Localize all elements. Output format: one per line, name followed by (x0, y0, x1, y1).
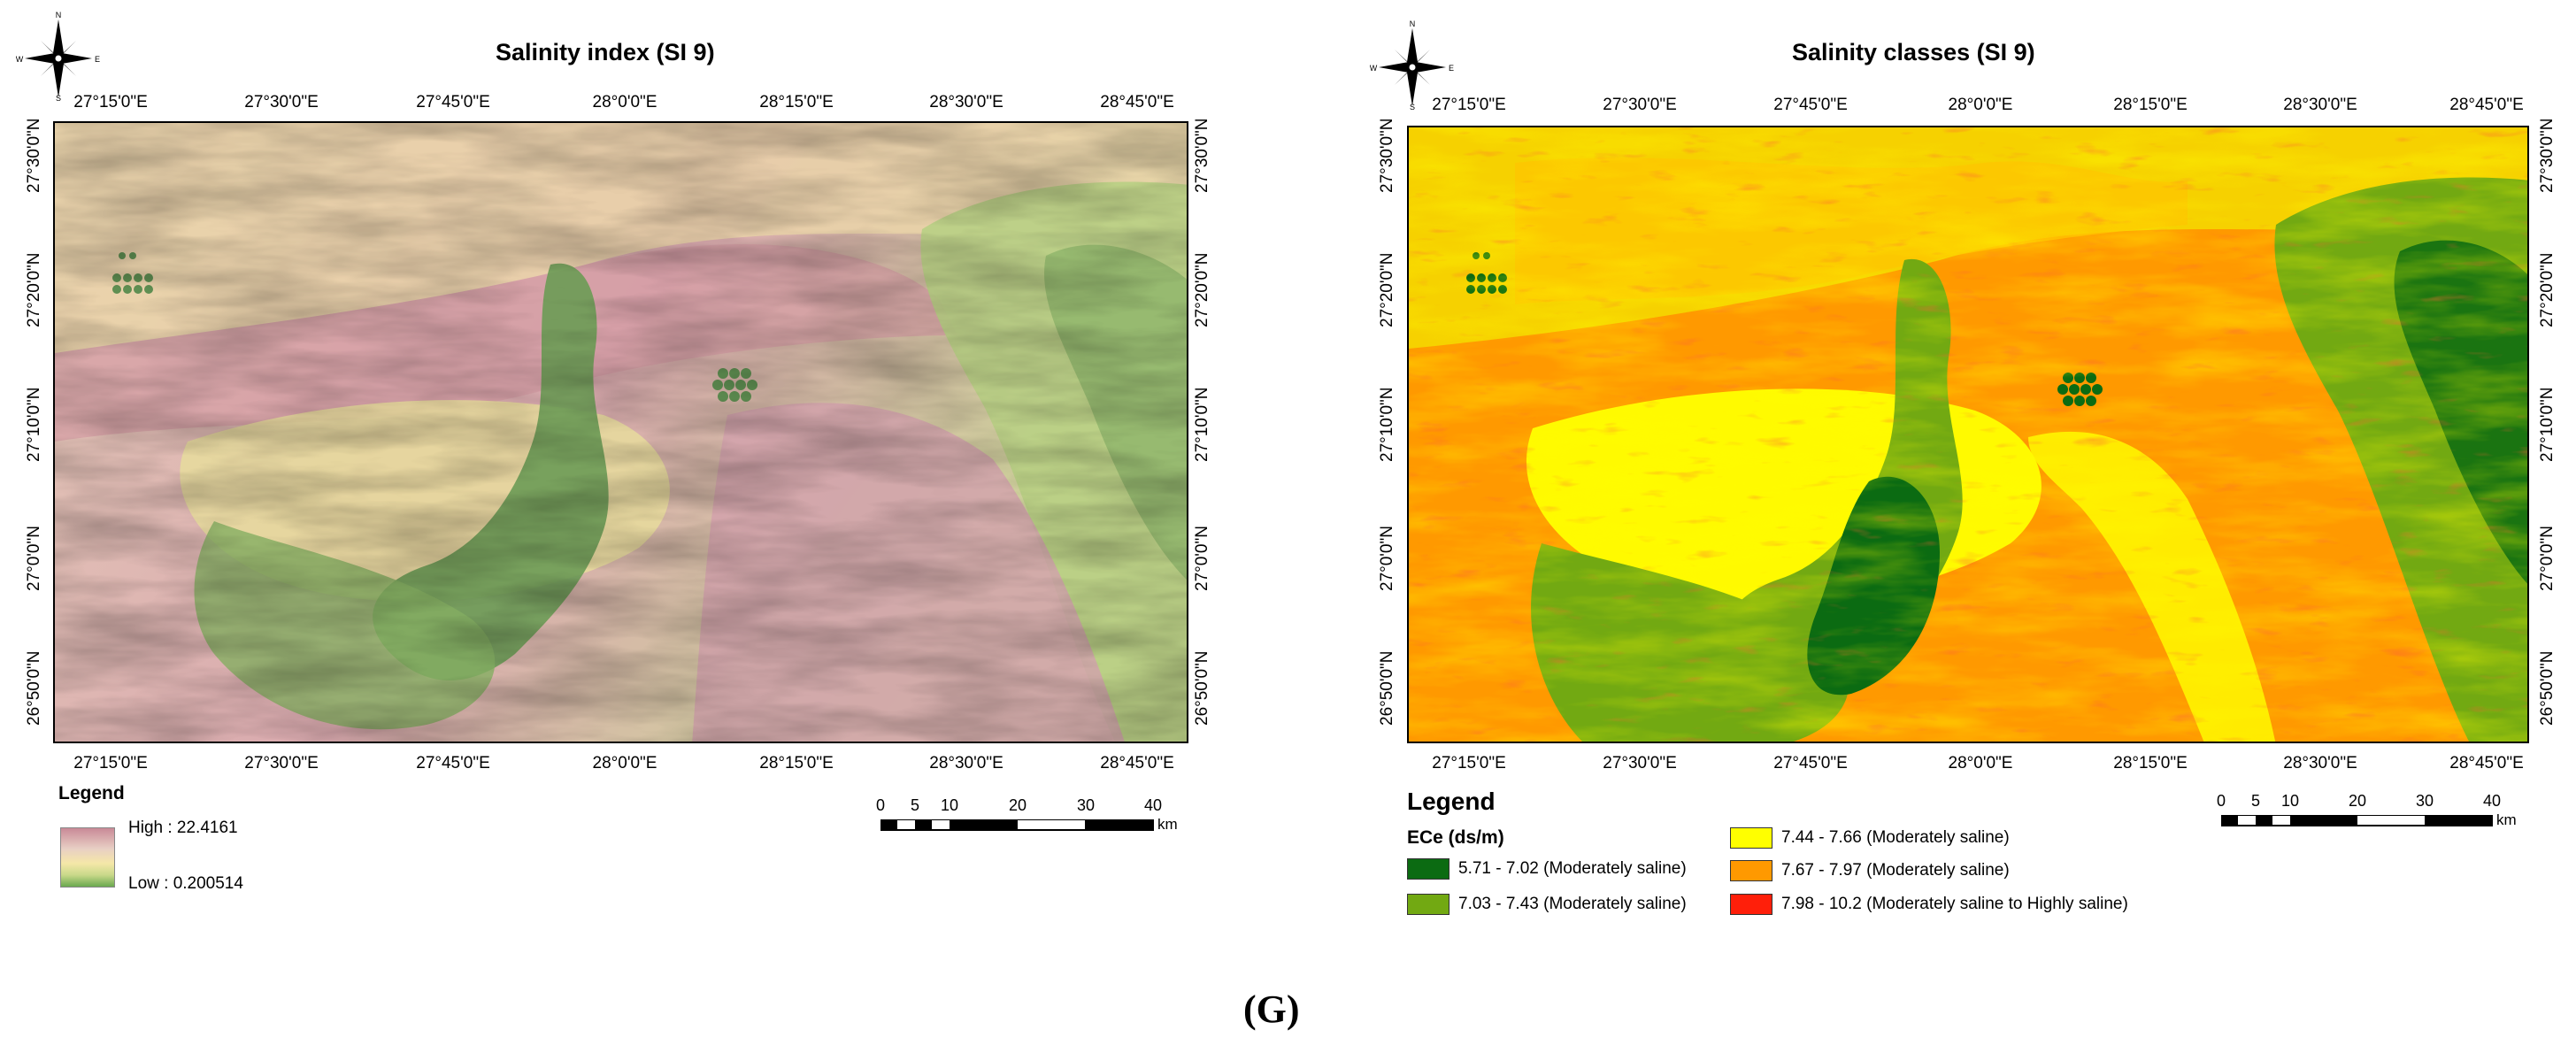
bottom-tick: 27°45'0"E (416, 754, 490, 772)
bottom-tick: 27°45'0"E (1773, 754, 1848, 772)
bottom-tick: 28°30'0"E (929, 754, 1003, 772)
legend-class-label: 7.44 - 7.66 (Moderately saline) (1781, 828, 2010, 847)
lat-tick: 26°50'0"N (2538, 650, 2557, 726)
lat-tick: 27°0'0"N (25, 526, 43, 591)
legend-swatch (1730, 860, 1772, 881)
salinity-classes-raster (1409, 127, 2527, 742)
scale-bar-graphic (880, 819, 1154, 831)
scale-label: 30 (1076, 796, 1096, 814)
bottom-tick: 27°15'0"E (1432, 754, 1506, 772)
lat-tick: 27°10'0"N (1378, 387, 1396, 462)
lat-tick: 27°10'0"N (25, 387, 43, 462)
svg-text:E: E (1449, 64, 1454, 73)
scale-label: 20 (2348, 792, 2367, 810)
legend-class-label: 7.67 - 7.97 (Moderately saline) (1781, 861, 2010, 880)
north-arrow-icon: N S W E (1370, 19, 1454, 111)
scale-label: 5 (910, 796, 920, 814)
top-tick: 28°15'0"E (2113, 96, 2188, 114)
legend-swatch (1730, 894, 1772, 915)
svg-text:W: W (16, 55, 24, 64)
top-tick: 27°45'0"E (416, 93, 490, 111)
lat-tick: 27°0'0"N (1378, 526, 1396, 591)
bottom-tick: 28°45'0"E (2449, 754, 2524, 772)
lat-tick: 27°30'0"N (1193, 118, 1211, 193)
legend-swatch (1407, 858, 1449, 880)
top-tick: 28°0'0"E (592, 93, 657, 111)
bottom-tick: 28°0'0"E (1948, 754, 2013, 772)
scale-label: 5 (2250, 792, 2261, 810)
top-tick: 27°15'0"E (73, 93, 148, 111)
lat-tick: 26°50'0"N (1378, 650, 1396, 726)
bottom-tick: 27°30'0"E (1603, 754, 1677, 772)
bottom-tick: 28°45'0"E (1100, 754, 1174, 772)
left-map-frame (53, 121, 1188, 743)
legend-class-label: 7.03 - 7.43 (Moderately saline) (1458, 895, 1687, 913)
bottom-tick: 28°0'0"E (592, 754, 657, 772)
lat-tick: 26°50'0"N (25, 650, 43, 726)
svg-text:S: S (1410, 103, 1415, 111)
scale-label: 20 (1008, 796, 1027, 814)
scale-label: 0 (2216, 792, 2226, 810)
svg-text:S: S (56, 94, 61, 103)
right-legend-title: Legend (1407, 788, 1496, 815)
bottom-tick: 28°15'0"E (2113, 754, 2188, 772)
svg-text:N: N (1410, 19, 1416, 28)
right-map-frame (1407, 126, 2529, 743)
lat-tick: 27°0'0"N (1193, 526, 1211, 591)
bottom-tick: 28°15'0"E (759, 754, 834, 772)
lat-tick: 27°20'0"N (25, 252, 43, 327)
scale-label: 0 (875, 796, 886, 814)
lat-tick: 27°20'0"N (1378, 252, 1396, 327)
scale-label: 10 (2280, 792, 2300, 810)
bottom-tick: 27°15'0"E (73, 754, 148, 772)
scale-label: 30 (2415, 792, 2434, 810)
top-tick: 28°30'0"E (2283, 96, 2357, 114)
lat-tick: 26°50'0"N (1193, 650, 1211, 726)
legend-high-label: High : 22.4161 (128, 819, 238, 837)
lat-tick: 27°20'0"N (1193, 252, 1211, 327)
salinity-color-ramp (60, 827, 115, 888)
top-tick: 27°45'0"E (1773, 96, 1848, 114)
lat-tick: 27°30'0"N (25, 118, 43, 193)
top-tick: 28°45'0"E (2449, 96, 2524, 114)
lat-tick: 27°0'0"N (2538, 526, 2557, 591)
scale-unit: km (1157, 816, 1178, 833)
top-tick: 28°30'0"E (929, 93, 1003, 111)
lat-tick: 27°10'0"N (1193, 387, 1211, 462)
right-map-title: Salinity classes (SI 9) (1792, 39, 2035, 65)
legend-class-label: 5.71 - 7.02 (Moderately saline) (1458, 859, 1687, 878)
top-tick: 27°30'0"E (244, 93, 319, 111)
top-tick: 27°30'0"E (1603, 96, 1677, 114)
north-arrow-icon: N S W E (16, 11, 100, 103)
svg-text:W: W (1370, 64, 1378, 73)
lat-tick: 27°10'0"N (2538, 387, 2557, 462)
right-legend-subtitle: ECe (ds/m) (1407, 827, 1504, 848)
scale-bar-graphic (2221, 815, 2493, 826)
lat-tick: 27°30'0"N (1378, 118, 1396, 193)
top-tick: 28°0'0"E (1948, 96, 2013, 114)
svg-text:E: E (95, 55, 100, 64)
top-tick: 28°15'0"E (759, 93, 834, 111)
bottom-tick: 27°30'0"E (244, 754, 319, 772)
svg-text:N: N (56, 11, 62, 19)
left-map-title: Salinity index (SI 9) (496, 39, 715, 65)
bottom-tick: 28°30'0"E (2283, 754, 2357, 772)
scale-label: 40 (2482, 792, 2502, 810)
salinity-index-raster (55, 123, 1187, 742)
top-tick: 27°15'0"E (1432, 96, 1506, 114)
legend-low-label: Low : 0.200514 (128, 874, 243, 893)
scale-label: 40 (1143, 796, 1163, 814)
figure-caption: (G) (1243, 988, 1300, 1031)
legend-swatch (1730, 827, 1772, 849)
lat-tick: 27°20'0"N (2538, 252, 2557, 327)
left-legend-title: Legend (58, 783, 125, 803)
legend-swatch (1407, 894, 1449, 915)
legend-class-label: 7.98 - 10.2 (Moderately saline to Highly… (1781, 895, 2128, 913)
lat-tick: 27°30'0"N (2538, 118, 2557, 193)
top-tick: 28°45'0"E (1100, 93, 1174, 111)
scale-label: 10 (940, 796, 959, 814)
scale-unit: km (2496, 811, 2517, 828)
